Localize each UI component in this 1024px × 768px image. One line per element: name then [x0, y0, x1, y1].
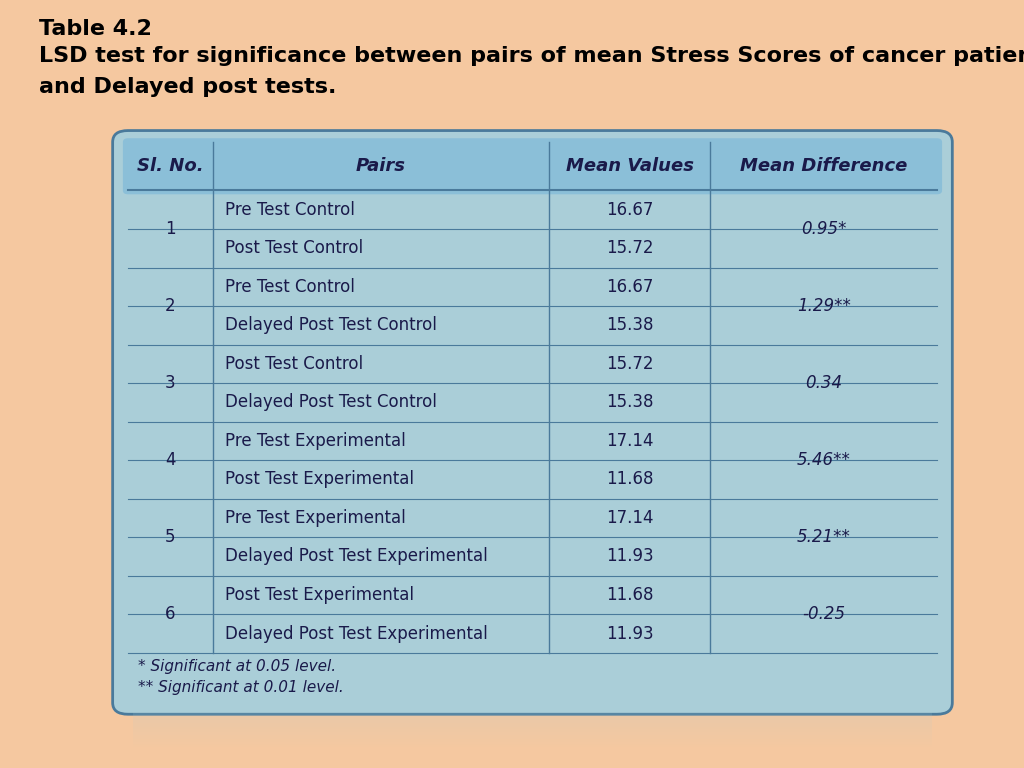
Text: -0.25: -0.25 — [802, 605, 845, 624]
Bar — [133, 720, 932, 722]
Bar — [133, 707, 932, 708]
Bar — [133, 713, 932, 715]
Bar — [133, 712, 932, 713]
Bar — [133, 708, 932, 710]
Text: Delayed Post Test Experimental: Delayed Post Test Experimental — [225, 624, 488, 643]
Bar — [133, 729, 932, 730]
Bar — [133, 717, 932, 718]
Text: 6: 6 — [165, 605, 176, 624]
Text: 4: 4 — [165, 451, 176, 469]
Text: 15.38: 15.38 — [606, 393, 653, 412]
Bar — [133, 727, 932, 729]
Text: 11.93: 11.93 — [606, 624, 653, 643]
Text: 5.21**: 5.21** — [797, 528, 851, 546]
Text: ** Significant at 0.01 level.: ** Significant at 0.01 level. — [138, 680, 344, 696]
Text: 5: 5 — [165, 528, 176, 546]
Text: Sl. No.: Sl. No. — [137, 157, 204, 175]
Bar — [133, 722, 932, 723]
Text: 16.67: 16.67 — [606, 278, 653, 296]
Text: 0.95*: 0.95* — [801, 220, 847, 238]
Bar — [133, 718, 932, 720]
Bar — [133, 739, 932, 740]
Text: Post Test Experimental: Post Test Experimental — [225, 586, 415, 604]
Text: * Significant at 0.05 level.: * Significant at 0.05 level. — [138, 659, 336, 674]
Text: 1: 1 — [165, 220, 176, 238]
Bar — [133, 730, 932, 732]
Text: Delayed Post Test Experimental: Delayed Post Test Experimental — [225, 548, 488, 565]
Text: 11.68: 11.68 — [606, 586, 653, 604]
Text: 17.14: 17.14 — [606, 432, 653, 450]
Bar — [133, 715, 932, 717]
Text: Pre Test Control: Pre Test Control — [225, 200, 355, 219]
Text: and Delayed post tests.: and Delayed post tests. — [39, 77, 336, 97]
Text: Pre Test Experimental: Pre Test Experimental — [225, 432, 406, 450]
Bar — [133, 705, 932, 707]
Text: Post Test Control: Post Test Control — [225, 355, 364, 372]
Text: Pairs: Pairs — [355, 157, 406, 175]
Text: 5.46**: 5.46** — [797, 451, 851, 469]
Text: Table 4.2: Table 4.2 — [39, 19, 152, 39]
Bar — [133, 743, 932, 746]
Text: 15.38: 15.38 — [606, 316, 653, 334]
Bar — [133, 740, 932, 742]
Text: 3: 3 — [165, 374, 176, 392]
Bar — [133, 723, 932, 725]
Text: 11.68: 11.68 — [606, 471, 653, 488]
Text: 15.72: 15.72 — [606, 355, 653, 372]
Text: 17.14: 17.14 — [606, 509, 653, 527]
Bar — [133, 733, 932, 735]
Text: Mean Values: Mean Values — [565, 157, 693, 175]
FancyBboxPatch shape — [123, 138, 942, 194]
Bar — [133, 746, 932, 747]
Text: Delayed Post Test Control: Delayed Post Test Control — [225, 393, 437, 412]
Text: LSD test for significance between pairs of mean Stress Scores of cancer patients: LSD test for significance between pairs … — [39, 46, 1024, 66]
Text: Post Test Experimental: Post Test Experimental — [225, 471, 415, 488]
Text: Pre Test Experimental: Pre Test Experimental — [225, 509, 406, 527]
Text: 0.34: 0.34 — [805, 374, 843, 392]
Text: 16.67: 16.67 — [606, 200, 653, 219]
Text: 2: 2 — [165, 297, 176, 315]
Text: 1.29**: 1.29** — [797, 297, 851, 315]
Bar — [133, 742, 932, 743]
Bar — [128, 166, 937, 190]
Text: Delayed Post Test Control: Delayed Post Test Control — [225, 316, 437, 334]
Text: Pre Test Control: Pre Test Control — [225, 278, 355, 296]
Bar — [133, 710, 932, 712]
Bar — [133, 735, 932, 737]
Text: Mean Difference: Mean Difference — [740, 157, 907, 175]
Text: 11.93: 11.93 — [606, 548, 653, 565]
Text: Post Test Control: Post Test Control — [225, 240, 364, 257]
Text: 15.72: 15.72 — [606, 240, 653, 257]
Bar — [133, 725, 932, 727]
FancyBboxPatch shape — [113, 131, 952, 714]
Bar — [133, 732, 932, 733]
Bar — [133, 737, 932, 739]
